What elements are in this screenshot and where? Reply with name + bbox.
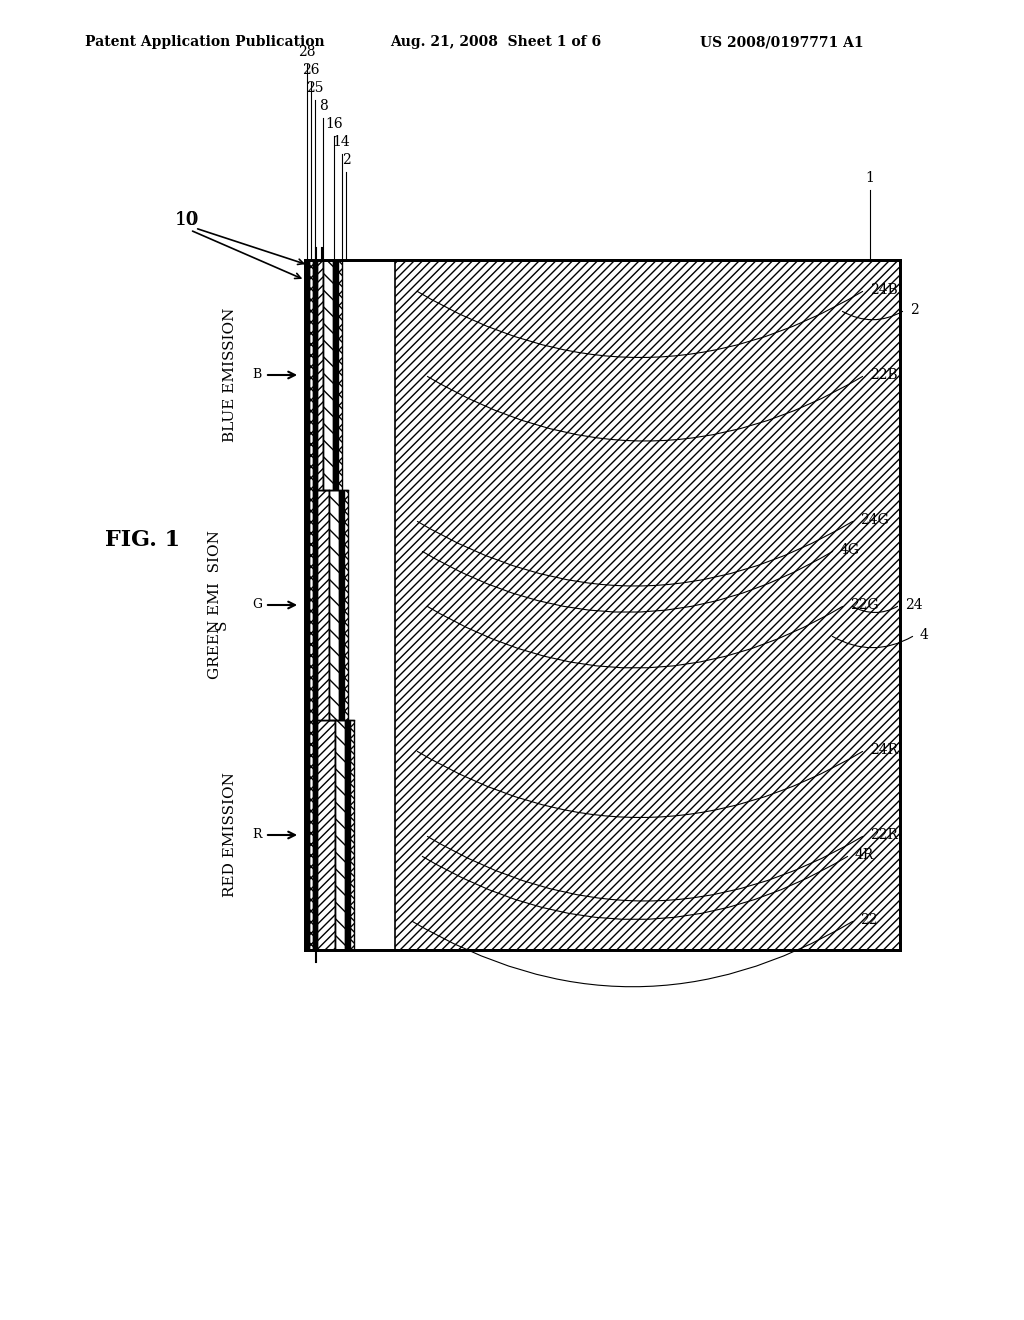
Bar	[323, 260, 333, 490]
Text: 16: 16	[326, 117, 343, 131]
Bar	[339, 490, 344, 719]
Bar	[350, 719, 354, 950]
Bar	[317, 260, 323, 490]
Bar	[350, 719, 354, 950]
Bar	[333, 260, 338, 490]
Text: GREEN EMI  SION: GREEN EMI SION	[208, 531, 222, 680]
Text: 24B: 24B	[870, 282, 898, 297]
Bar	[309, 260, 313, 950]
Bar	[317, 490, 329, 719]
Text: FIG. 1: FIG. 1	[105, 529, 180, 550]
Bar	[309, 260, 313, 950]
Text: 4G: 4G	[840, 543, 860, 557]
Bar	[305, 260, 900, 950]
Text: 8: 8	[318, 99, 328, 114]
Text: 25: 25	[306, 81, 324, 95]
Bar	[323, 260, 333, 490]
Text: 14: 14	[333, 135, 350, 149]
Bar	[395, 260, 900, 950]
Text: Patent Application Publication: Patent Application Publication	[85, 36, 325, 49]
Text: RED EMISSION: RED EMISSION	[223, 772, 237, 898]
Text: 2: 2	[342, 153, 350, 168]
Bar	[338, 260, 342, 490]
Text: 28: 28	[298, 45, 315, 59]
Bar	[317, 719, 335, 950]
Text: R: R	[253, 829, 262, 842]
Text: 22: 22	[860, 913, 878, 927]
Bar	[329, 490, 339, 719]
Text: 24: 24	[905, 598, 923, 612]
Text: 22G: 22G	[850, 598, 879, 612]
Bar	[345, 719, 350, 950]
Bar	[344, 490, 348, 719]
Bar	[317, 260, 323, 490]
Text: 22R: 22R	[870, 828, 898, 842]
Bar	[338, 260, 342, 490]
Text: 24R: 24R	[870, 743, 898, 756]
Text: S: S	[215, 620, 229, 630]
Bar	[305, 260, 309, 950]
Bar	[313, 260, 317, 950]
Bar	[344, 490, 348, 719]
Text: G: G	[252, 598, 262, 611]
Bar	[335, 719, 345, 950]
Text: 24G: 24G	[860, 513, 889, 527]
Text: US 2008/0197771 A1: US 2008/0197771 A1	[700, 36, 863, 49]
Bar	[317, 719, 335, 950]
Text: 4: 4	[920, 628, 929, 642]
Text: 10: 10	[175, 211, 198, 228]
Text: 22B: 22B	[870, 368, 898, 381]
Bar	[317, 490, 329, 719]
Bar	[329, 490, 339, 719]
Text: 4R: 4R	[855, 847, 874, 862]
Text: 10: 10	[175, 211, 200, 228]
Text: Aug. 21, 2008  Sheet 1 of 6: Aug. 21, 2008 Sheet 1 of 6	[390, 36, 601, 49]
Text: 2: 2	[910, 304, 919, 317]
Text: 26: 26	[302, 63, 319, 77]
Bar	[395, 260, 900, 950]
Text: BLUE EMISSION: BLUE EMISSION	[223, 308, 237, 442]
Text: B: B	[253, 368, 262, 381]
Text: 1: 1	[865, 172, 874, 185]
Bar	[335, 719, 345, 950]
